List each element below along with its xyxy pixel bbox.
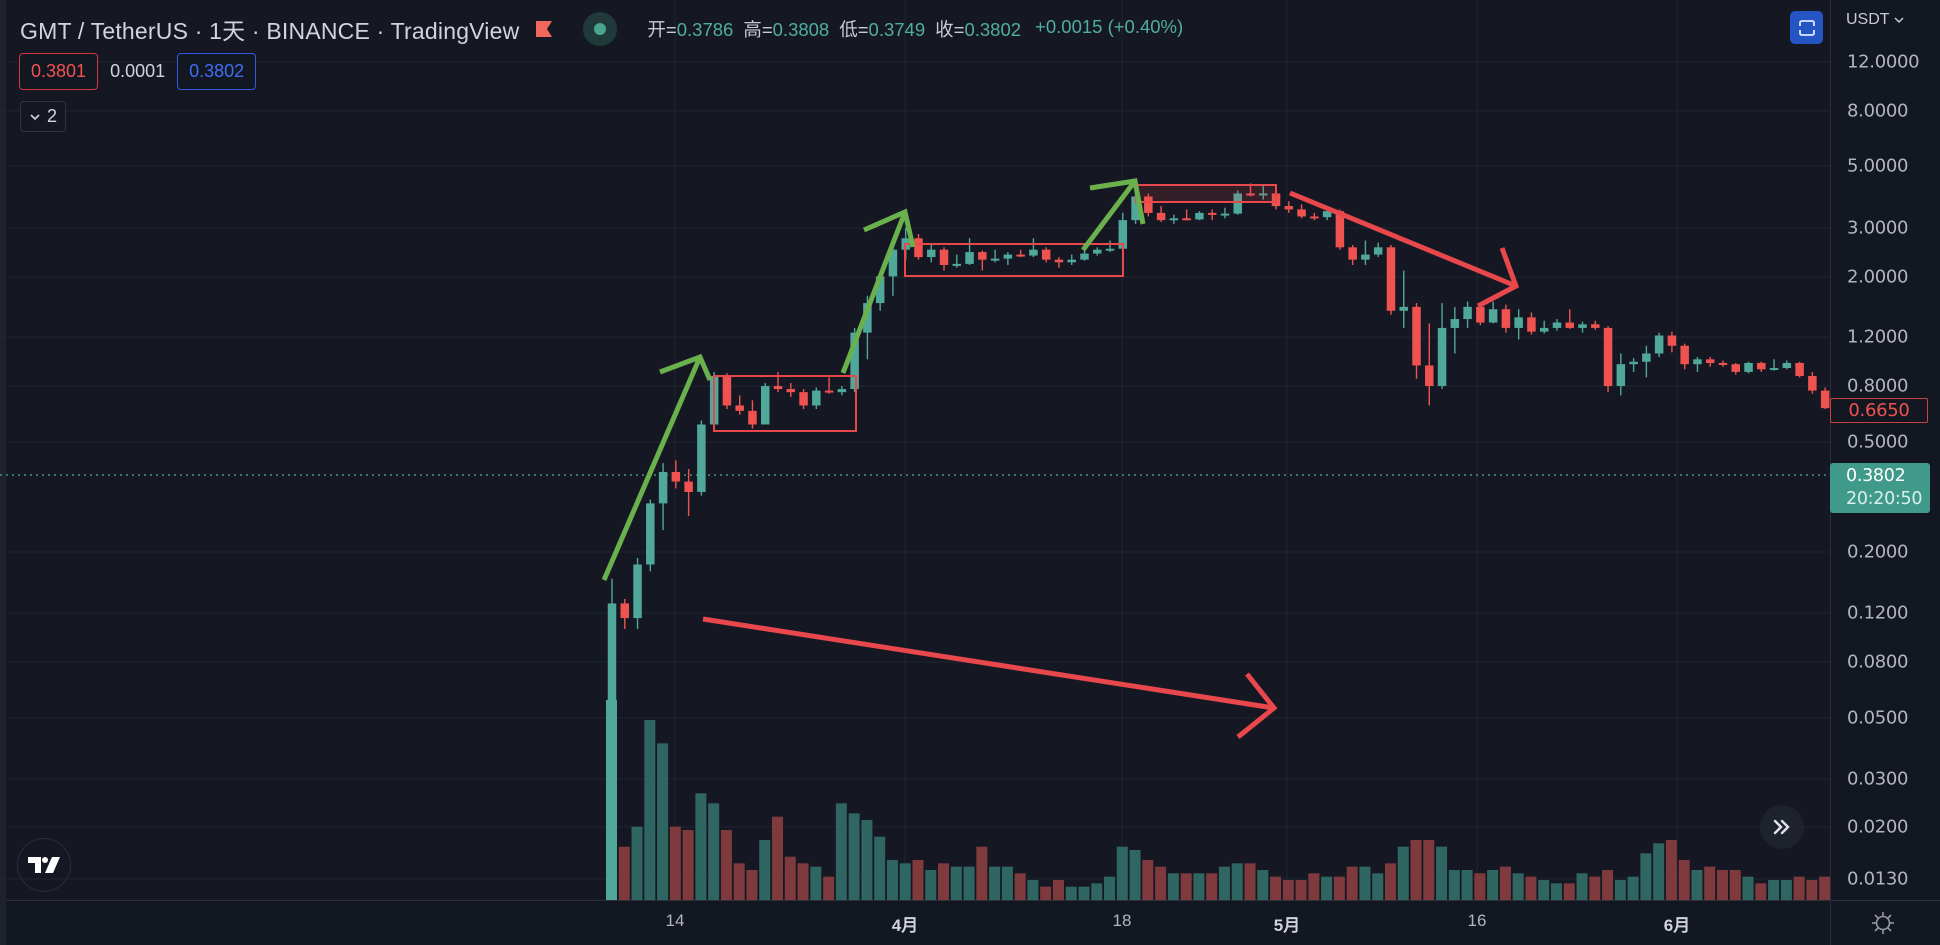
currency-label: USDT	[1846, 11, 1890, 28]
price-tick-label: 1.2000	[1847, 326, 1909, 348]
buy-button[interactable]: 0.3802	[177, 53, 257, 90]
time-tick-label: 6月	[1663, 916, 1691, 935]
indicators-count: 2	[47, 106, 58, 126]
price-tick-label: 0.2000	[1847, 541, 1909, 563]
ohlc-close: 收=0.3802	[935, 19, 1022, 40]
fullscreen-brackets-icon	[1798, 19, 1815, 36]
ohlc-open: 开=0.3786	[647, 19, 734, 40]
market-status-icon[interactable]	[583, 12, 618, 46]
price-tick-label: 0.5000	[1847, 431, 1909, 453]
price-tick-label: 0.0130	[1847, 868, 1909, 890]
chevron-down-icon	[30, 113, 40, 120]
time-tick-label: 4月	[891, 916, 919, 935]
price-change: +0.0015 (+0.40%)	[1035, 16, 1184, 37]
price-axis[interactable]	[1830, 0, 1940, 900]
live-dot-icon	[594, 23, 607, 35]
price-tick-label: 3.0000	[1847, 217, 1909, 239]
price-tick-label: 0.8000	[1847, 375, 1909, 397]
price-tick-label: 0.0200	[1847, 816, 1909, 838]
sell-button[interactable]: 0.3801	[19, 53, 99, 90]
double-chevron-right-icon	[1773, 819, 1790, 835]
time-tick-label: 16	[1467, 911, 1487, 930]
price-tick-label: 0.1200	[1847, 602, 1909, 624]
last-price-value: 0.3802	[1846, 466, 1906, 486]
symbol-title[interactable]: GMT / TetherUS · 1天 · BINANCE · TradingV…	[20, 18, 520, 44]
axis-corner	[1830, 900, 1940, 945]
price-tick-label: 0.0500	[1847, 707, 1909, 729]
bar-countdown: 20:20:50	[1846, 489, 1923, 509]
drawings[interactable]	[601, 178, 1520, 739]
time-tick-label: 14	[665, 911, 685, 930]
ohlc-values: 开=0.3786 高=0.3808 低=0.3749 收=0.3802 +0.0…	[647, 16, 1183, 42]
currency-selector[interactable]: USDT	[1846, 11, 1904, 29]
settings-gear-icon[interactable]	[1870, 910, 1896, 936]
volume-bars	[606, 700, 1830, 900]
tradingview-logo-icon	[28, 857, 60, 873]
spread-value: 0.0001	[110, 61, 166, 81]
buy-sell-panel: 0.3801 0.0001 0.3802	[19, 53, 257, 90]
time-axis[interactable]	[6, 900, 1830, 945]
indicators-toggle-button[interactable]: 2	[20, 101, 67, 132]
price-tick-label: 12.0000	[1847, 51, 1920, 73]
candlestick-chart[interactable]	[0, 0, 1830, 900]
tradingview-logo[interactable]	[17, 838, 71, 892]
chevron-down-icon	[1894, 17, 1904, 24]
scroll-to-realtime-button[interactable]	[1760, 805, 1804, 849]
auto-scale-button[interactable]	[1790, 11, 1823, 44]
price-tick-label: 0.0800	[1847, 651, 1909, 673]
candles	[607, 183, 1830, 879]
last-price-tag: 0.3802 20:20:50	[1830, 463, 1930, 513]
price-tick-label: 2.0000	[1847, 266, 1909, 288]
grid-lines	[0, 0, 1830, 900]
flag-icon[interactable]	[535, 20, 553, 38]
price-tick-label: 0.0300	[1847, 768, 1909, 790]
price-tick-label: 8.0000	[1847, 100, 1909, 122]
chart-legend: GMT / TetherUS · 1天 · BINANCE · TradingV…	[20, 12, 1183, 46]
previous-close-tag: 0.6650	[1830, 398, 1928, 423]
ohlc-high: 高=0.3808	[743, 19, 830, 40]
left-edge	[0, 0, 6, 945]
time-tick-label: 18	[1112, 911, 1132, 930]
ohlc-low: 低=0.3749	[839, 19, 926, 40]
price-tick-label: 5.0000	[1847, 155, 1909, 177]
time-tick-label: 5月	[1273, 916, 1301, 935]
